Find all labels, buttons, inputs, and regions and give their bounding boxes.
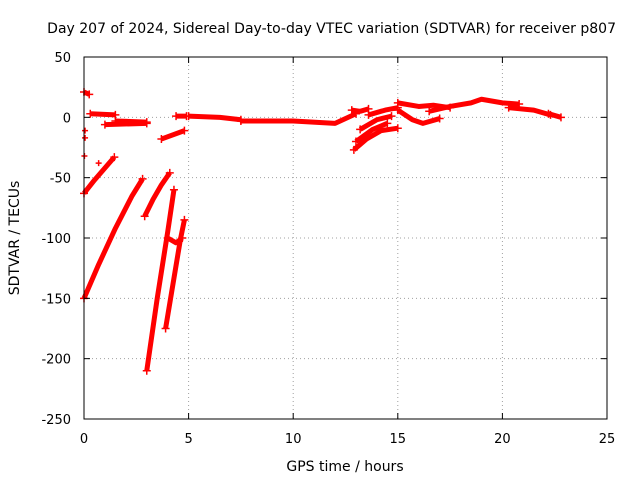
- series-arc-s: [367, 105, 399, 118]
- series-endpoint-marker: [556, 113, 565, 122]
- series-endpoint-marker: [364, 110, 373, 119]
- x-tick-label: 15: [390, 432, 407, 447]
- series-endpoint-marker: [180, 126, 189, 135]
- series-endpoint-marker: [383, 119, 392, 128]
- series-arc-q: [354, 121, 389, 144]
- series-endpoint-marker: [504, 103, 513, 112]
- axis-ticks: 0 5 10 15 20 25 50 0 -50 -100 -150 -200 -250: [41, 51, 615, 447]
- x-tick-label: 10: [285, 432, 302, 447]
- y-tick-label: -150: [41, 292, 71, 307]
- series-endpoint-marker: [236, 116, 245, 125]
- series-endpoint-marker: [157, 135, 166, 144]
- series-endpoint-marker: [351, 137, 360, 146]
- series-arc-b: [90, 111, 116, 118]
- series-endpoint-marker: [111, 116, 120, 125]
- series-endpoint-marker: [435, 114, 444, 123]
- series-endpoint-marker: [100, 120, 109, 129]
- series-endpoint-marker: [425, 107, 434, 116]
- series-endpoint-marker: [165, 168, 174, 177]
- series-endpoint-marker: [178, 234, 187, 242]
- series-arc-f: [81, 177, 145, 300]
- series-endpoint-marker: [140, 212, 149, 221]
- series-arc-e: [82, 155, 117, 195]
- series-arc-h: [144, 189, 177, 372]
- y-tick-label: -200: [41, 353, 71, 368]
- series-endpoint-marker: [387, 112, 396, 121]
- series-endpoint-marker: [85, 90, 94, 99]
- series-arc-j: [166, 235, 184, 246]
- series-endpoint-marker: [86, 109, 95, 118]
- series-endpoint-marker: [393, 106, 402, 115]
- series-endpoint-marker: [142, 118, 151, 127]
- series-endpoint-marker: [161, 324, 170, 333]
- series-endpoint-marker: [163, 234, 172, 242]
- series-arc-w: [508, 105, 552, 118]
- y-tick-label: 0: [63, 111, 71, 126]
- series-arc-n: [240, 111, 358, 126]
- series-endpoint-marker: [169, 185, 178, 194]
- x-tick-label: 5: [184, 432, 192, 447]
- series-endpoint-marker: [110, 153, 119, 162]
- y-tick-label: -250: [41, 413, 71, 428]
- series-arc-p: [352, 125, 399, 152]
- data-point: [82, 134, 89, 141]
- x-tick-label: 25: [599, 432, 616, 447]
- series-endpoint-marker: [356, 125, 365, 134]
- series-arc-d: [115, 118, 147, 125]
- series-endpoint-marker: [347, 106, 356, 115]
- series-endpoint-marker: [184, 112, 193, 121]
- series-arc-r: [358, 113, 393, 132]
- series-endpoint-marker: [142, 366, 151, 375]
- chart-title: Day 207 of 2024, Sidereal Day-to-day VTE…: [47, 21, 616, 37]
- x-axis-label: GPS time / hours: [286, 459, 403, 475]
- series-endpoint-marker: [349, 145, 358, 154]
- series-endpoint-marker: [138, 174, 147, 183]
- series-arc-v: [428, 96, 520, 114]
- series-endpoint-marker: [393, 98, 402, 107]
- y-tick-label: 50: [54, 51, 71, 66]
- series-endpoint-marker: [180, 215, 189, 224]
- series-endpoint-marker: [172, 112, 181, 121]
- data-point: [82, 127, 89, 134]
- y-tick-label: -100: [41, 232, 71, 247]
- y-tick-label: -50: [50, 172, 71, 187]
- data-point: [95, 160, 102, 167]
- series-arc-t: [396, 108, 441, 126]
- x-tick-label: 20: [494, 432, 511, 447]
- series-arc-m: [188, 113, 242, 123]
- series-arc-k: [160, 128, 186, 142]
- x-tick-label: 0: [80, 432, 88, 447]
- series-endpoint-marker: [544, 109, 553, 118]
- data-layer: [80, 87, 565, 375]
- series-arc-g: [142, 171, 172, 218]
- y-axis-label: SDTVAR / TECUs: [7, 181, 23, 296]
- series-endpoint-marker: [393, 124, 402, 133]
